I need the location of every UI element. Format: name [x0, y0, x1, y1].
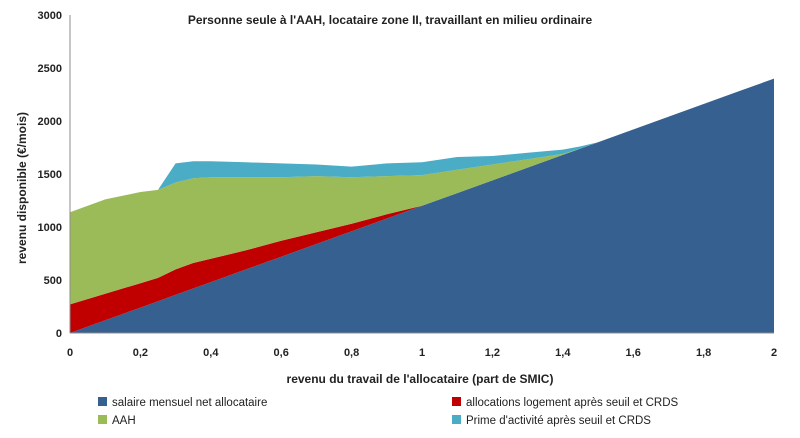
- legend-swatch-3: [98, 415, 107, 424]
- y-tick-label: 1000: [38, 222, 62, 234]
- tick-labels: 0 0,2 0,4 0,6 0,8 1 1,2 1,4 1,6 1,8 2 0 500 1000 1500 2…: [38, 10, 778, 359]
- legend-swatch-4: [452, 415, 461, 424]
- legend-label-2: allocations logement après seuil et CRDS: [466, 397, 679, 409]
- y-tick-label: 2500: [38, 63, 62, 75]
- x-tick-label: 2: [771, 347, 777, 359]
- y-tick-label: 2000: [38, 116, 62, 128]
- x-tick-label: 0: [67, 347, 73, 359]
- x-tick-label: 0,4: [203, 347, 219, 359]
- y-tick-label: 0: [56, 328, 62, 340]
- chart-title: Personne seule à l'AAH, locataire zone I…: [188, 13, 593, 27]
- x-tick-label: 1,4: [555, 347, 571, 359]
- area-series-3: [70, 78, 774, 305]
- x-tick-label: 0,2: [133, 347, 148, 359]
- x-tick-label: 0,8: [344, 347, 359, 359]
- axes: [69, 15, 774, 334]
- x-tick-label: 1,2: [485, 347, 500, 359]
- legend-label-3: AAH: [112, 415, 136, 427]
- legend-label-1: salaire mensuel net allocataire: [112, 397, 267, 409]
- y-axis-label: revenu disponible (€/mois): [15, 112, 29, 264]
- y-tick-label: 3000: [38, 10, 62, 22]
- x-tick-label: 1,6: [626, 347, 641, 359]
- legend: salaire mensuel net allocataire allocatio…: [98, 397, 679, 427]
- legend-label-4: Prime d'activité après seuil et CRDS: [466, 415, 651, 427]
- legend-swatch-2: [452, 397, 461, 406]
- y-tick-label: 500: [44, 275, 62, 287]
- x-axis-label: revenu du travail de l'allocataire (part…: [287, 372, 554, 386]
- legend-swatch-1: [98, 397, 107, 406]
- x-tick-label: 0,6: [274, 347, 289, 359]
- area-series-2: [70, 78, 774, 333]
- y-tick-label: 1500: [38, 169, 62, 181]
- plot-areas: [70, 78, 774, 333]
- x-tick-label: 1,8: [696, 347, 711, 359]
- x-tick-label: 1: [419, 347, 425, 359]
